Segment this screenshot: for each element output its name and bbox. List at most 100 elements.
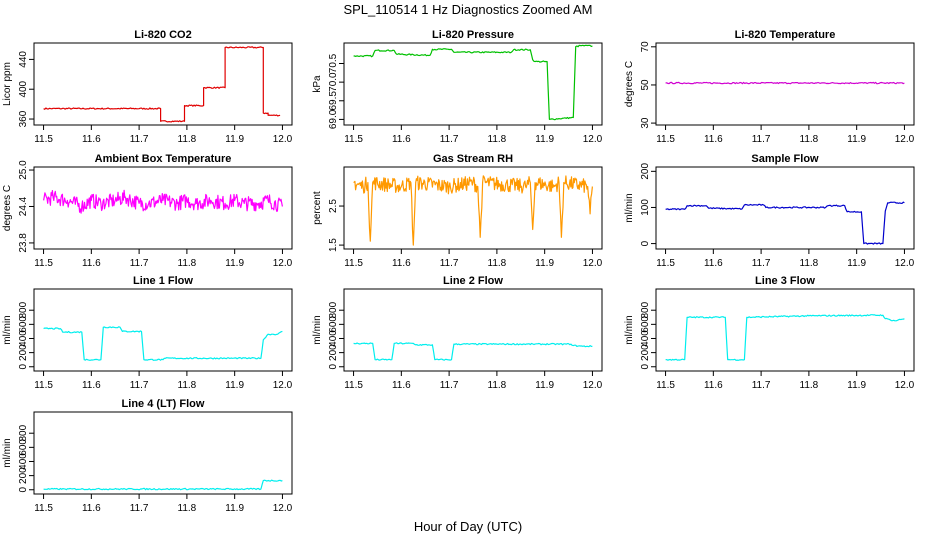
x-tick-label: 11.5 (656, 380, 675, 391)
x-tick-label: 11.6 (82, 503, 101, 514)
x-tick-label: 12.0 (895, 258, 915, 269)
x-tick-label: 11.5 (344, 380, 363, 391)
y-tick-label: 70 (640, 41, 651, 53)
y-axis-label: degrees C (2, 185, 13, 231)
chart-line-1-flow: Line 1 Flow 11.5 11.6 11.7 11.8 11.9 12.0 0 2004… (2, 275, 293, 391)
x-tick-label: 11.7 (440, 258, 459, 269)
chart-li-820-co2: Li-820 CO2 11.5 11.6 11.7 11.8 11.9 12.0 360 400… (2, 29, 293, 145)
x-tick-label: 11.9 (535, 258, 554, 269)
y-tick-label: 24.4 (18, 196, 29, 216)
x-tick-label: 12.0 (273, 134, 293, 145)
x-tick-label: 11.8 (800, 134, 819, 145)
y-tick-label: 30 (640, 117, 651, 129)
x-tick-label: 11.9 (225, 258, 244, 269)
x-tick-label: 11.8 (488, 134, 507, 145)
x-tick-label: 11.9 (847, 134, 866, 145)
y-tick-label: 0 (328, 364, 339, 370)
x-tick-label: 11.5 (34, 258, 53, 269)
x-tick-label: 12.0 (273, 258, 293, 269)
plot-frame (655, 42, 915, 126)
x-tick-label: 11.9 (535, 134, 554, 145)
series-line (43, 46, 281, 123)
y-axis-label: ml/min (624, 193, 635, 222)
x-tick-label: 12.0 (583, 380, 603, 391)
y-tick-label: 800 (18, 424, 29, 441)
x-tick-label: 11.6 (82, 380, 101, 391)
x-tick-label: 11.9 (225, 503, 244, 514)
y-tick-label: 0 (18, 487, 29, 493)
x-tick-label: 11.6 (392, 134, 411, 145)
panel-title: Ambient Box Temperature (95, 153, 232, 165)
y-tick-label: 0 (18, 364, 29, 370)
y-tick-label: 200 (328, 344, 339, 361)
series-line (43, 326, 283, 361)
chart-line-4-lt-flow: Line 4 (LT) Flow 11.5 11.6 11.7 11.8 11.9 12.0… (2, 398, 293, 514)
x-tick-label: 11.6 (392, 258, 411, 269)
x-tick-label: 11.9 (535, 380, 554, 391)
y-tick-label: 400 (328, 330, 339, 347)
chart-li-820-pressure: Li-820 Pressure 11.5 11.6 11.7 11.8 11.9 12.0 6… (312, 29, 603, 145)
series-line (353, 175, 593, 246)
panel-title: Sample Flow (751, 153, 819, 165)
y-axis-label: kPa (312, 75, 323, 93)
x-tick-label: 11.6 (704, 134, 723, 145)
chart-gas-stream-rh: Gas Stream RH 11.5 11.6 11.7 11.8 11.9 12.0 1.5… (312, 153, 603, 269)
x-tick-label: 11.6 (392, 380, 411, 391)
y-axis-label: Licor ppm (2, 62, 13, 106)
series-line (665, 81, 905, 85)
panel-title: Line 2 Flow (443, 275, 503, 287)
chart-panels: Li-820 CO2 11.5 11.6 11.7 11.8 11.9 12.0 360 400… (2, 29, 915, 514)
plot-frame (343, 42, 603, 126)
x-tick-label: 11.5 (656, 258, 675, 269)
series-line (353, 44, 593, 121)
x-tick-label: 11.9 (225, 134, 244, 145)
x-tick-label: 11.9 (847, 258, 866, 269)
x-tick-label: 11.8 (178, 380, 197, 391)
y-tick-label: 70.5 (328, 53, 339, 73)
x-tick-label: 11.5 (34, 134, 53, 145)
panel-title: Li-820 Pressure (432, 29, 514, 41)
y-tick-label: 800 (640, 301, 651, 318)
plot-frame (33, 166, 293, 250)
x-tick-label: 11.7 (752, 134, 771, 145)
chart-ambient-box-temperature: Ambient Box Temperature 11.5 11.6 11.7 11.8 1… (2, 153, 293, 269)
x-tick-label: 11.5 (344, 134, 363, 145)
x-tick-label: 11.5 (34, 503, 53, 514)
x-tick-label: 11.9 (847, 380, 866, 391)
y-axis-label: percent (312, 191, 323, 225)
y-tick-label: 70.0 (328, 72, 339, 92)
x-tick-label: 11.5 (34, 380, 53, 391)
y-tick-label: 200 (640, 344, 651, 361)
x-tick-label: 11.6 (82, 258, 101, 269)
y-tick-label: 0 (640, 240, 651, 246)
y-axis-label: ml/min (624, 315, 635, 344)
series-line (665, 314, 905, 361)
plot-frame (655, 288, 915, 372)
panel-title: Li-820 Temperature (735, 29, 836, 41)
y-tick-label: 50 (640, 79, 651, 91)
panel-title: Gas Stream RH (433, 153, 513, 165)
y-tick-label: 69.5 (328, 91, 339, 111)
plot-frame (33, 42, 293, 126)
y-tick-label: 200 (18, 344, 29, 361)
y-tick-label: 1.5 (328, 238, 339, 252)
x-tick-label: 11.7 (130, 134, 149, 145)
y-tick-label: 69.0 (328, 109, 339, 129)
x-tick-label: 11.7 (440, 380, 459, 391)
y-tick-label: 400 (640, 330, 651, 347)
x-tick-label: 12.0 (895, 380, 915, 391)
x-tick-label: 11.6 (704, 258, 723, 269)
y-tick-label: 2.5 (328, 199, 339, 213)
y-tick-label: 23.8 (18, 233, 29, 253)
y-axis-label: ml/min (312, 315, 323, 344)
x-tick-label: 11.6 (704, 380, 723, 391)
y-tick-label: 25.0 (18, 160, 29, 180)
x-tick-label: 11.9 (225, 380, 244, 391)
y-axis-label: ml/min (2, 438, 13, 467)
x-tick-label: 11.7 (130, 380, 149, 391)
x-tick-label: 11.5 (344, 258, 363, 269)
x-tick-label: 11.8 (800, 258, 819, 269)
x-tick-label: 11.7 (752, 380, 771, 391)
y-tick-label: 0 (640, 364, 651, 370)
